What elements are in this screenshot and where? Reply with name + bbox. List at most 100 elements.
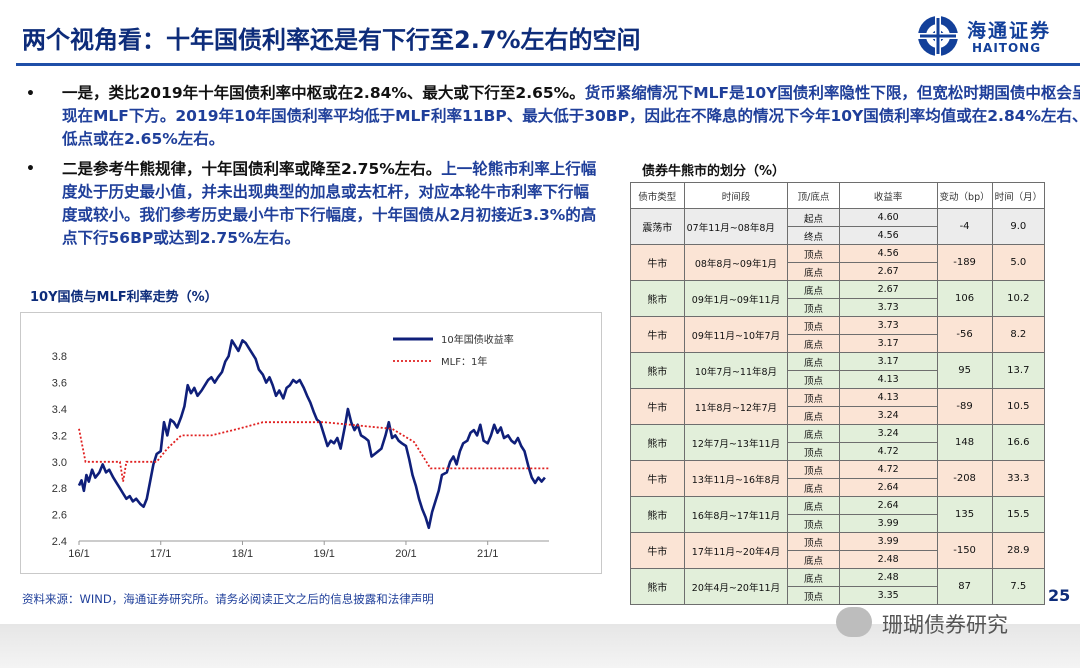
table-cell-type: 熊市 (630, 280, 685, 317)
table-cell-change: -89 (936, 388, 993, 425)
table-cell-type: 牛市 (630, 316, 685, 353)
table-cell-p2: 顶点 (787, 514, 840, 533)
table-cell-v2: 4.72 (838, 442, 938, 461)
watermark: 珊瑚债券研究 (836, 605, 1066, 639)
haitong-logo-icon (915, 14, 961, 58)
table-cell-p1: 底点 (787, 424, 840, 443)
table-row: 熊市 16年8月~17年11月 底点 2.64 135 15.5 (630, 496, 1046, 533)
table-cell-period: 09年11月~10年7月 (683, 316, 789, 353)
x-tick-label: 18/1 (232, 548, 253, 560)
x-tick-label: 16/1 (68, 548, 89, 560)
table-cell-p1: 底点 (787, 280, 840, 299)
y-tick-label: 3.0 (52, 457, 67, 469)
table-cell-type: 熊市 (630, 568, 685, 605)
table-cell-v2: 3.99 (838, 514, 938, 533)
table-cell-type: 熊市 (630, 496, 685, 533)
table-cell-months: 5.0 (991, 244, 1046, 281)
table-row: 震荡市 07年11月~08年8月 起点 4.60 -4 9.0 (630, 208, 1046, 245)
table-cell-period: 07年11月~08年8月 (683, 208, 789, 245)
table-cell-period: 13年11月~16年8月 (683, 460, 789, 497)
bullet-2-detail: 上一轮熊市利率上行幅度处于历史最小值，并未出现典型的加息或去杠杆，对应本轮牛市利… (62, 160, 597, 247)
series-line-mlf-1y (78, 421, 549, 482)
table-cell-p1: 起点 (787, 208, 840, 227)
wechat-icon (836, 607, 872, 637)
table-row: 熊市 09年1月~09年11月 底点 2.67 106 10.2 (630, 280, 1046, 317)
table-title: 债券牛熊市的划分（%） (642, 164, 786, 179)
table-cell-type: 震荡市 (630, 208, 685, 245)
table-cell-v2: 3.35 (838, 586, 938, 605)
table-cell-months: 15.5 (991, 496, 1046, 533)
table-cell-p2: 顶点 (787, 586, 840, 605)
bullet-marker: • (26, 86, 35, 102)
table-cell-v2: 2.67 (838, 262, 938, 281)
table-cell-v2: 3.24 (838, 406, 938, 425)
series-line-cgb-10y (77, 339, 546, 530)
table-cell-v1: 2.64 (838, 496, 938, 515)
legend-label: 10年国债收益率 (441, 333, 514, 346)
table-cell-p2: 底点 (787, 550, 840, 569)
x-tick-label: 17/1 (150, 548, 171, 560)
chart-frame: 2.4 2.6 2.8 3.0 3.2 3.4 3.6 3.8 16/1 17/1 18/1 19/1… (20, 312, 602, 574)
table-cell-change: -150 (936, 532, 993, 569)
title-divider (16, 63, 1080, 66)
table-cell-period: 11年8月~12年7月 (683, 388, 789, 425)
table-cell-v1: 4.60 (838, 208, 938, 227)
table-cell-p1: 底点 (787, 352, 840, 371)
table-cell-v2: 2.48 (838, 550, 938, 569)
table-cell-change: 135 (936, 496, 993, 533)
rate-trend-chart: 2.4 2.6 2.8 3.0 3.2 3.4 3.6 3.8 16/1 17/1 18/1 19/1… (52, 333, 549, 560)
table-row: 牛市 13年11月~16年8月 顶点 4.72 -208 33.3 (630, 460, 1046, 497)
table-cell-p1: 顶点 (787, 316, 840, 335)
table-header-cell: 债市类型 (630, 182, 685, 209)
table-cell-change: -56 (936, 316, 993, 353)
x-tick-label: 20/1 (395, 548, 416, 560)
logo-text-en: HAITONG (972, 41, 1042, 55)
table-cell-period: 20年4月~20年11月 (683, 568, 789, 605)
bottom-bar (0, 624, 1080, 668)
table-cell-type: 熊市 (630, 352, 685, 389)
table-header-row: 债市类型 时间段 顶/底点 收益率 变动（bp） 时间（月） (630, 182, 1046, 209)
logo-text-cn: 海通证券 (967, 20, 1052, 42)
table-cell-v1: 3.73 (838, 316, 938, 335)
table-cell-v1: 4.72 (838, 460, 938, 479)
table-cell-p2: 顶点 (787, 370, 840, 389)
table-cell-p1: 底点 (787, 496, 840, 515)
table-cell-type: 牛市 (630, 244, 685, 281)
table-header-cell: 收益率 (838, 182, 938, 209)
table-cell-type: 牛市 (630, 460, 685, 497)
bullet-point-2: 二是参考牛熊规律，十年国债利率或降至2.75%左右。上一轮熊市利率上行幅度处于历… (62, 158, 602, 250)
table-cell-v2: 3.17 (838, 334, 938, 353)
table-cell-months: 9.0 (991, 208, 1046, 245)
table-cell-change: -208 (936, 460, 993, 497)
source-note: 资料来源：WIND，海通证券研究所。请务必阅读正文之后的信息披露和法律声明 (22, 592, 434, 606)
table-cell-period: 10年7月~11年8月 (683, 352, 789, 389)
table-cell-p2: 终点 (787, 226, 840, 245)
bullet-1-detail: 货币紧缩情况下MLF是10Y国债利率隐性下限，但宽松时期国债中枢会呈现在MLF下… (62, 84, 1080, 148)
chart-title: 10Y国债与MLF利率走势（%） (30, 290, 218, 305)
table-cell-p2: 底点 (787, 262, 840, 281)
company-logo: 海通证券 HAITONG (915, 14, 1080, 58)
table-cell-period: 09年1月~09年11月 (683, 280, 789, 317)
table-header-cell: 时间（月） (991, 182, 1046, 209)
x-tick-label: 19/1 (314, 548, 335, 560)
table-cell-v1: 2.48 (838, 568, 938, 587)
table-cell-p1: 顶点 (787, 460, 840, 479)
y-tick-label: 2.8 (52, 483, 67, 495)
table-cell-period: 12年7月~13年11月 (683, 424, 789, 461)
table-cell-months: 13.7 (991, 352, 1046, 389)
y-tick-label: 2.6 (52, 510, 67, 522)
page-title: 两个视角看：十年国债利率还是有下行至2.7%左右的空间 (22, 26, 641, 54)
table-cell-period: 17年11月~20年4月 (683, 532, 789, 569)
y-tick-label: 3.6 (52, 378, 67, 390)
y-tick-label: 3.8 (52, 351, 67, 363)
table-cell-v1: 4.56 (838, 244, 938, 263)
table-cell-months: 16.6 (991, 424, 1046, 461)
bull-bear-table: 债市类型 时间段 顶/底点 收益率 变动（bp） 时间（月） 震荡市 07年11月~08年8… (630, 182, 1046, 605)
table-cell-type: 牛市 (630, 388, 685, 425)
table-cell-period: 16年8月~17年11月 (683, 496, 789, 533)
table-cell-change: 95 (936, 352, 993, 389)
table-cell-v1: 3.17 (838, 352, 938, 371)
table-header-cell: 顶/底点 (787, 182, 840, 209)
table-cell-months: 7.5 (991, 568, 1046, 605)
legend-label: MLF：1年 (441, 355, 487, 368)
